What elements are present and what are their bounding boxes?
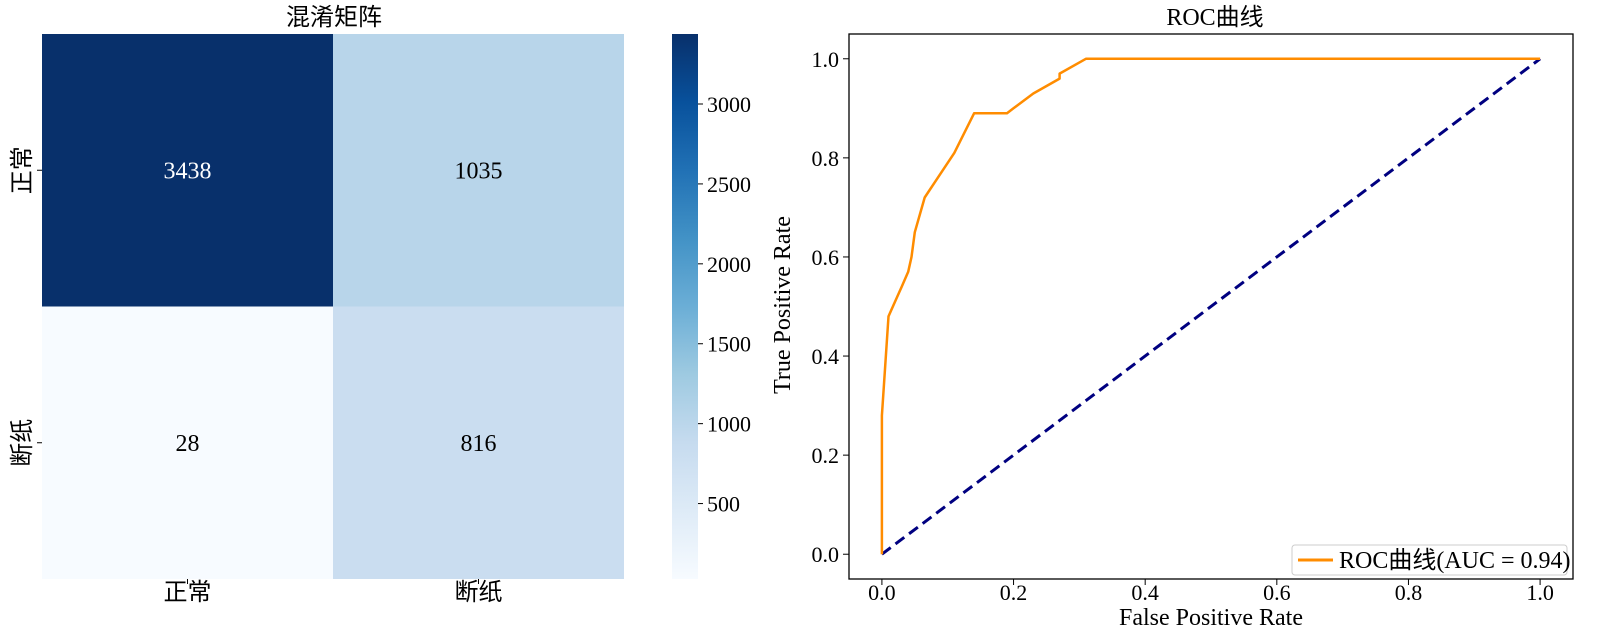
colorbar-gradient [672,34,698,579]
roc-ytick-label: 0.4 [812,344,840,369]
roc-legend: ROC曲线(AUC = 0.94) [1291,544,1571,576]
colorbar-tick-label: 2000 [707,252,751,277]
heatmap-cell [42,34,333,307]
roc-xtick-label: 0.2 [1000,580,1028,605]
roc-ytick-label: 0.6 [812,245,840,270]
colorbar: 500 1000 1500 2000 2500 3000 [672,34,751,579]
colorbar-tick-label: 2500 [707,172,751,197]
roc-series [880,57,1542,556]
heatmap-cells: 3438 1035 28 816 [42,34,624,579]
roc-ylabel: True Positive Rate [770,216,796,394]
roc-ytick-label: 0.0 [812,542,840,567]
heatmap-cell-value: 1035 [455,158,503,184]
roc-panel: ROC曲线 0.0 0.2 0.4 0.6 0.8 1.0 0.0 0.2 0.4 0.6 0.8 1… [770,4,1574,630]
roc-xtick-label: 0.4 [1131,580,1159,605]
roc-xtick-label: 0.0 [868,580,896,605]
heatmap-cell-value: 3438 [164,158,212,184]
roc-diagonal-line [880,57,1542,556]
roc-axes-frame [848,33,1574,580]
heatmap-title: 混淆矩阵 [286,4,382,31]
roc-xtick-label: 0.6 [1263,580,1291,605]
roc-ytick-label: 0.2 [812,443,840,468]
roc-ytick-label: 1.0 [812,47,840,72]
legend-box [1291,544,1568,576]
heatmap-cell-value: 28 [176,431,200,457]
roc-curve-line [880,57,1541,555]
colorbar-tick-label: 500 [707,492,740,517]
colorbar-tick-label: 3000 [707,92,751,117]
legend-label: ROC曲线(AUC = 0.94) [1339,547,1571,574]
colorbar-tick-label: 1500 [707,332,751,357]
heatmap-xtick-label: 正常 [164,579,212,606]
heatmap-cell [333,306,624,579]
heatmap-cell [333,34,624,307]
heatmap-ytick-label: 断纸 [9,419,36,467]
roc-xtick-label: 1.0 [1526,580,1554,605]
heatmap-ytick-label: 正常 [9,146,36,194]
heatmap-xtick-label: 断纸 [455,579,503,606]
colorbar-tick-label: 1000 [707,412,751,437]
roc-ytick-label: 0.8 [812,146,840,171]
colorbar-ticks: 500 1000 1500 2000 2500 3000 [698,92,751,517]
roc-title: ROC曲线 [1166,4,1263,31]
roc-xlabel: False Positive Rate [1119,605,1303,630]
heatmap-cell-value: 816 [461,431,497,457]
roc-ticks: 0.0 0.2 0.4 0.6 0.8 1.0 0.0 0.2 0.4 0.6 0.8 1.0 [812,47,1554,605]
heatmap-cell [42,306,333,579]
roc-xtick-label: 0.8 [1395,580,1423,605]
